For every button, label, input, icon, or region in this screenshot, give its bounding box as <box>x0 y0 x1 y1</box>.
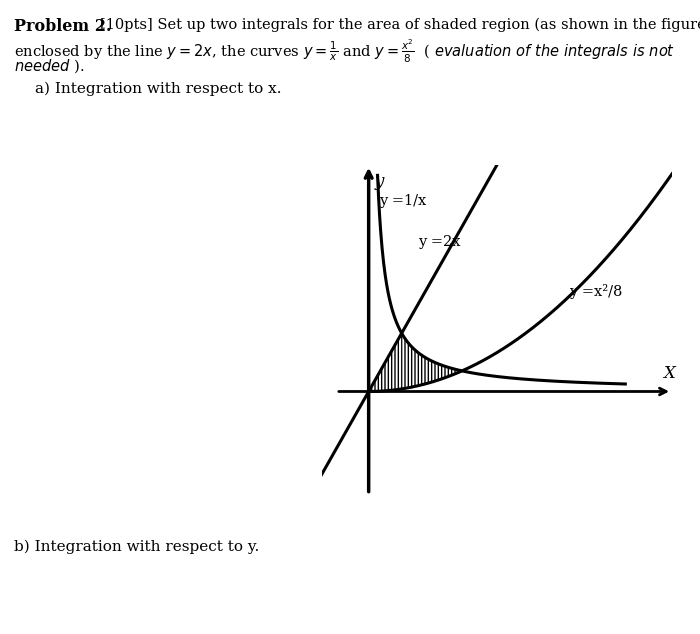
Text: [10pts] Set up two integrals for the area of shaded region (as shown in the figu: [10pts] Set up two integrals for the are… <box>100 18 700 32</box>
Text: Problem 2.: Problem 2. <box>14 18 111 35</box>
Text: y =2x: y =2x <box>418 235 460 249</box>
Text: $\it{needed}$ ).: $\it{needed}$ ). <box>14 57 85 75</box>
Text: a) Integration with respect to x.: a) Integration with respect to x. <box>35 82 281 96</box>
Text: y =x²/8: y =x²/8 <box>569 285 623 299</box>
Text: b) Integration with respect to y.: b) Integration with respect to y. <box>14 540 259 554</box>
Polygon shape <box>402 333 462 389</box>
Text: X: X <box>663 365 675 382</box>
Polygon shape <box>369 333 402 391</box>
Text: y =1/x: y =1/x <box>379 194 426 208</box>
Text: y: y <box>374 173 384 190</box>
Text: enclosed by the line $y = 2x$, the curves $y = \frac{1}{x}$ and $y = \frac{x^2}{: enclosed by the line $y = 2x$, the curve… <box>14 38 675 65</box>
